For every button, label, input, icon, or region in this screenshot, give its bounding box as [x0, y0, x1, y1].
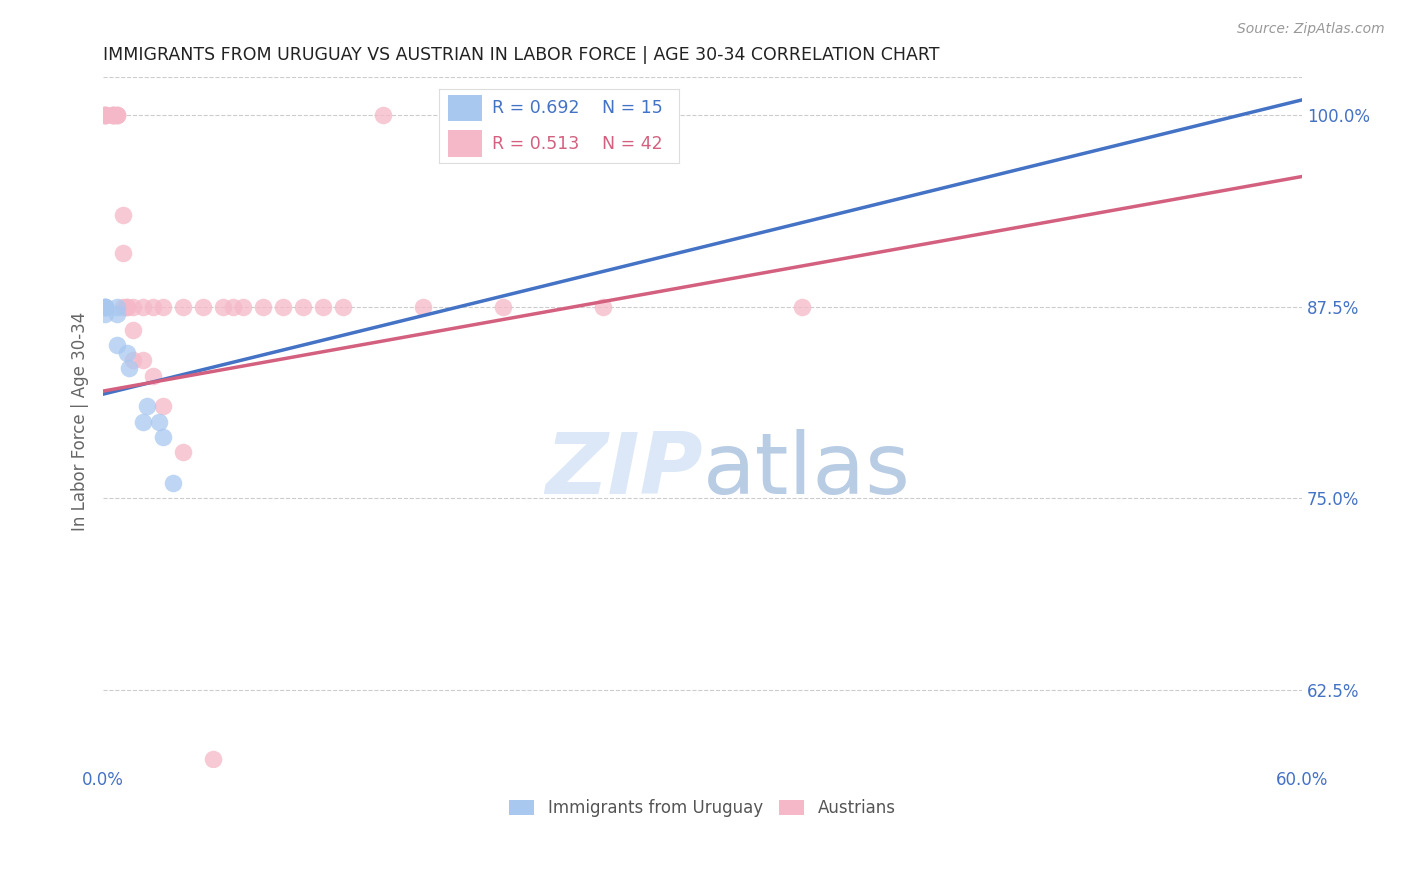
- Point: [252, 300, 274, 314]
- Point: [371, 108, 394, 122]
- Point: [212, 300, 235, 314]
- Point: [101, 108, 124, 122]
- Point: [94, 108, 117, 122]
- Point: [191, 300, 214, 314]
- Point: [118, 361, 141, 376]
- Legend: Immigrants from Uruguay, Austrians: Immigrants from Uruguay, Austrians: [503, 792, 903, 823]
- Point: [94, 308, 117, 322]
- Y-axis label: In Labor Force | Age 30-34: In Labor Force | Age 30-34: [72, 312, 89, 532]
- Point: [105, 308, 128, 322]
- Point: [142, 300, 165, 314]
- Text: atlas: atlas: [703, 428, 911, 511]
- Point: [271, 300, 294, 314]
- Point: [152, 430, 174, 444]
- Point: [122, 353, 145, 368]
- Point: [94, 108, 117, 122]
- Point: [105, 108, 128, 122]
- Point: [792, 300, 814, 314]
- Point: [332, 300, 354, 314]
- Point: [94, 300, 117, 314]
- Point: [101, 108, 124, 122]
- Point: [115, 300, 138, 314]
- Point: [101, 108, 124, 122]
- Point: [132, 415, 155, 429]
- Point: [105, 300, 128, 314]
- Point: [312, 300, 335, 314]
- Text: IMMIGRANTS FROM URUGUAY VS AUSTRIAN IN LABOR FORCE | AGE 30-34 CORRELATION CHART: IMMIGRANTS FROM URUGUAY VS AUSTRIAN IN L…: [103, 46, 939, 64]
- Point: [202, 752, 225, 766]
- Point: [142, 368, 165, 383]
- Point: [148, 415, 170, 429]
- Point: [112, 208, 135, 222]
- Point: [115, 345, 138, 359]
- Point: [492, 300, 515, 314]
- Point: [115, 300, 138, 314]
- Point: [152, 400, 174, 414]
- Point: [105, 338, 128, 352]
- Point: [112, 300, 135, 314]
- Point: [122, 300, 145, 314]
- Text: Source: ZipAtlas.com: Source: ZipAtlas.com: [1237, 22, 1385, 37]
- Point: [136, 400, 159, 414]
- Point: [132, 300, 155, 314]
- Point: [162, 476, 184, 491]
- Point: [112, 246, 135, 260]
- Point: [94, 108, 117, 122]
- Point: [222, 300, 245, 314]
- Point: [94, 300, 117, 314]
- Point: [122, 323, 145, 337]
- Point: [94, 300, 117, 314]
- Point: [94, 108, 117, 122]
- Point: [232, 300, 254, 314]
- Point: [172, 300, 194, 314]
- Point: [132, 353, 155, 368]
- Point: [592, 300, 614, 314]
- Point: [412, 300, 434, 314]
- Point: [105, 108, 128, 122]
- Point: [152, 300, 174, 314]
- Point: [94, 300, 117, 314]
- Text: ZIP: ZIP: [546, 428, 703, 511]
- Point: [105, 108, 128, 122]
- Point: [101, 108, 124, 122]
- Point: [172, 445, 194, 459]
- Point: [291, 300, 314, 314]
